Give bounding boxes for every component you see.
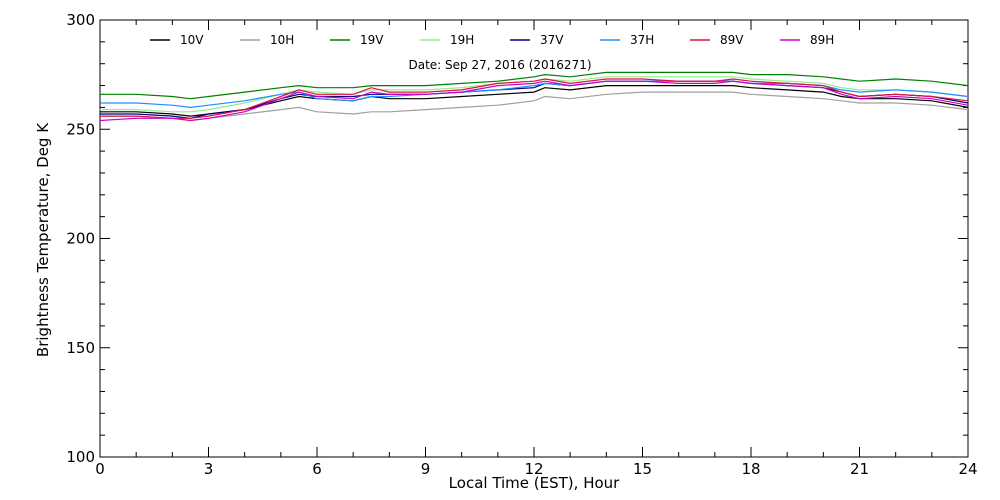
legend-label-10v: 10V [180, 33, 204, 47]
series-line-89v [100, 78, 969, 119]
y-tick-label: 300 [66, 11, 95, 29]
series-lines [99, 71, 969, 122]
legend-label-19v: 19V [360, 33, 384, 47]
series-line-89h [99, 80, 969, 122]
x-tick-label: 21 [850, 460, 869, 478]
y-tick-label: 250 [66, 120, 95, 138]
x-tick-label: 12 [524, 460, 543, 478]
y-axis-label: Brightness Temperature, Deg K [34, 122, 52, 357]
x-axis: 0 3 6 9 12 15 18 21 24 [95, 20, 978, 478]
series-line-10h [100, 91, 969, 122]
legend-label-19h: 19H [450, 33, 474, 47]
x-axis-label: Local Time (EST), Hour [449, 474, 620, 492]
x-tick-label: 6 [312, 460, 322, 478]
y-axis: 100 150 200 250 300 [66, 11, 968, 466]
legend-label-89h: 89H [810, 33, 834, 47]
legend-label-37v: 37V [540, 33, 564, 47]
y-tick-label: 100 [66, 448, 95, 466]
y-tick-label: 200 [66, 230, 95, 248]
series-line-19v [100, 71, 969, 100]
x-tick-label: 15 [633, 460, 652, 478]
y-tick-label: 150 [66, 339, 95, 357]
x-tick-label: 24 [958, 460, 977, 478]
legend-label-37h: 37H [630, 33, 654, 47]
x-tick-label: 18 [741, 460, 760, 478]
legend-label-89v: 89V [720, 33, 744, 47]
legend-label-10h: 10H [270, 33, 294, 47]
x-tick-label: 3 [204, 460, 214, 478]
date-annotation: Date: Sep 27, 2016 (2016271) [408, 58, 591, 72]
x-tick-label: 9 [421, 460, 431, 478]
x-tick-label: 0 [95, 460, 105, 478]
legend: 10V 10H 19V 19H 37V 37H 89V 89H [150, 33, 834, 47]
